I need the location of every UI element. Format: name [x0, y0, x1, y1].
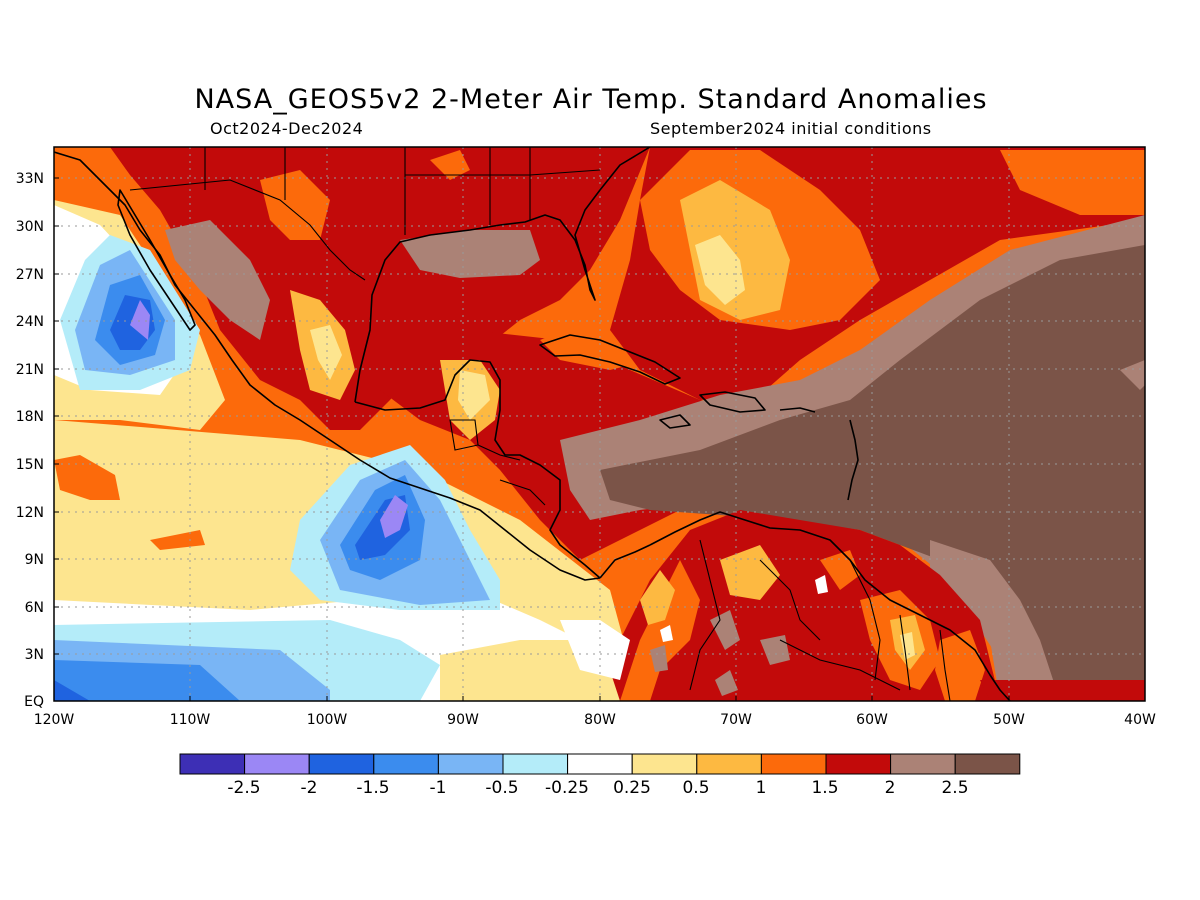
longitude-axis [53, 696, 1146, 701]
initial-conditions: September2024 initial conditions [650, 119, 932, 138]
lon-tick-label: 120W [34, 712, 75, 728]
colorbar-label: -0.25 [545, 778, 589, 798]
colorbar-label: -1.5 [356, 778, 389, 798]
coastlines [54, 147, 1011, 701]
lat-tick-label: 3N [25, 647, 44, 663]
colorbar-label: -0.5 [485, 778, 518, 798]
lat-tick-label: 24N [16, 314, 44, 330]
forecast-period: Oct2024-Dec2024 [210, 119, 364, 138]
lon-tick-label: 50W [993, 712, 1025, 728]
colorbar-label: 0.5 [682, 778, 709, 798]
lat-tick-label: 30N [16, 219, 44, 235]
lon-tick-label: 60W [856, 712, 888, 728]
colorbar-swatch [760, 753, 827, 775]
colorbar-label: 2 [885, 778, 896, 798]
lat-tick-label: 21N [16, 362, 44, 378]
colorbar-swatch [308, 753, 375, 775]
colorbar-swatch [502, 753, 569, 775]
country-borders [129, 147, 951, 701]
lon-tick-label: 90W [447, 712, 479, 728]
colorbar-label: 2.5 [941, 778, 968, 798]
lat-tick-label: 18N [16, 409, 44, 425]
anomaly-field [54, 147, 1145, 701]
colorbar-swatch [179, 753, 246, 775]
colorbar-label: 1 [756, 778, 767, 798]
lon-tick-label: 80W [584, 712, 616, 728]
lat-tick-label: 27N [16, 267, 44, 283]
colorbar [179, 753, 1021, 775]
colorbar-label: -2.5 [227, 778, 260, 798]
graticule [54, 147, 1145, 701]
colorbar-swatch [244, 753, 310, 775]
lon-tick-label: 70W [720, 712, 752, 728]
colorbar-swatch [631, 753, 698, 775]
latitude-axis [54, 177, 59, 702]
colorbar-swatch [437, 753, 504, 775]
colorbar-swatch [825, 753, 892, 775]
colorbar-swatch [696, 753, 762, 775]
colorbar-label: 0.25 [613, 778, 651, 798]
colorbar-swatch [890, 753, 956, 775]
lat-tick-label: 12N [16, 505, 44, 521]
lat-tick-label: 33N [16, 171, 44, 187]
map-title: NASA_GEOS5v2 2-Meter Air Temp. Standard … [194, 84, 988, 115]
lat-tick-label: 9N [25, 552, 44, 568]
lon-tick-label: 100W [307, 712, 348, 728]
lat-tick-label: 15N [16, 457, 44, 473]
lat-tick-label: 6N [25, 600, 44, 616]
colorbar-swatch [954, 753, 1021, 775]
lon-tick-label: 110W [170, 712, 211, 728]
colorbar-label: -2 [301, 778, 318, 798]
colorbar-label: -1 [430, 778, 447, 798]
colorbar-label: 1.5 [811, 778, 838, 798]
colorbar-swatch [567, 753, 633, 775]
lat-tick-label: EQ [24, 694, 44, 710]
lon-tick-label: 40W [1124, 712, 1156, 728]
colorbar-swatch [373, 753, 439, 775]
